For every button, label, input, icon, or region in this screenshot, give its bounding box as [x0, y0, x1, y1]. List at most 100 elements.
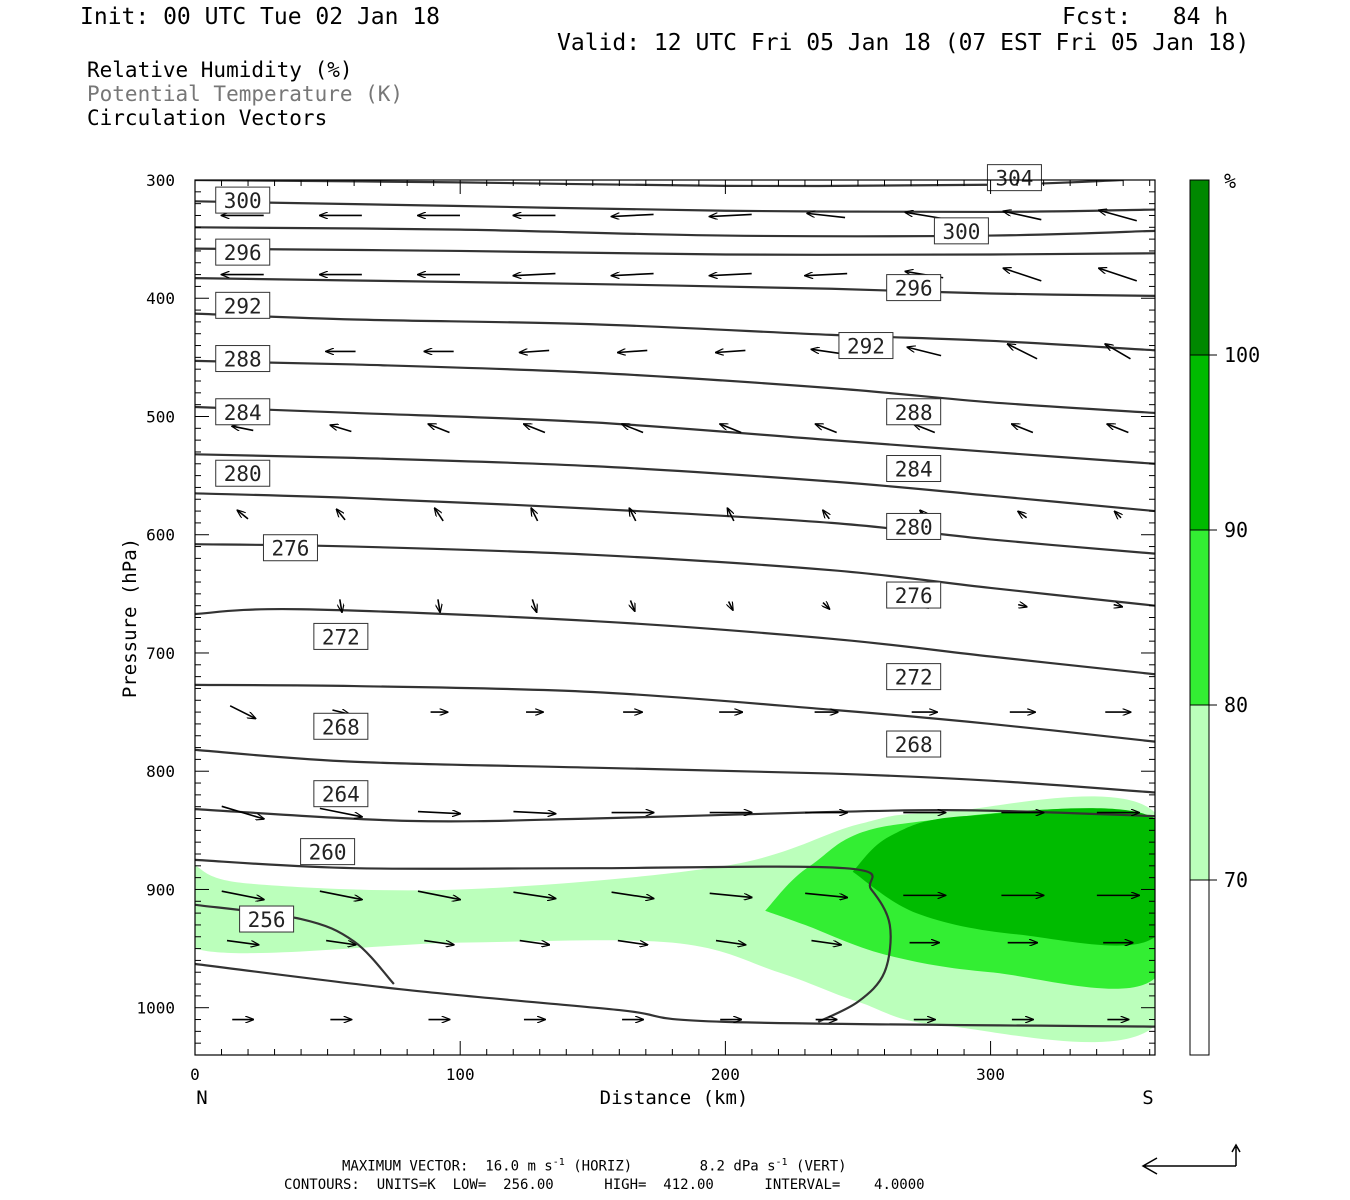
- circulation-vector: [337, 509, 346, 521]
- theta-contour-288: [195, 453, 1155, 513]
- x-tick-label: 100: [446, 1065, 475, 1084]
- y-tick-label: 1000: [136, 999, 175, 1018]
- circulation-vector: [428, 424, 450, 434]
- relative-humidity-fill: [195, 796, 1155, 1043]
- circulation-vector: [417, 812, 460, 814]
- circulation-vector: [1107, 424, 1129, 434]
- circulation-vector: [513, 274, 556, 276]
- colorbar-unit: %: [1224, 169, 1236, 193]
- contour-label-272: 272: [313, 622, 369, 650]
- circulation-vector: [340, 599, 342, 612]
- theta-contour-272: [195, 683, 1155, 743]
- svg-text:256: 256: [248, 908, 286, 932]
- horiz-unit: (HORIZ): [573, 1158, 633, 1175]
- circulation-vector: [622, 424, 644, 434]
- circulation-vector: [710, 274, 752, 276]
- colorbar-label-70: 70: [1224, 868, 1248, 892]
- svg-text:300: 300: [224, 189, 262, 213]
- svg-text:292: 292: [224, 294, 262, 318]
- circulation-vector: [520, 350, 550, 352]
- circulation-vector: [1105, 344, 1131, 360]
- theta-contour: [195, 962, 1155, 1028]
- circulation-vector: [1114, 605, 1122, 607]
- circulation-vector: [326, 939, 355, 945]
- contour-label-296: 296: [886, 274, 942, 302]
- colorbar-frame: [1189, 179, 1210, 1056]
- svg-text:268: 268: [322, 715, 360, 739]
- svg-text:276: 276: [895, 584, 933, 608]
- circulation-vector: [319, 807, 362, 816]
- legend-circulation-vectors: Circulation Vectors: [87, 106, 328, 130]
- contour-label-272: 272: [886, 663, 942, 691]
- contour-label-268: 268: [886, 730, 942, 758]
- contour-label-268: 268: [313, 712, 369, 740]
- axis-ticks: 300 400 500 600 700 800 900 1000 0 100 200 300: [136, 171, 1155, 1084]
- contour-label-264: 264: [313, 780, 369, 808]
- circulation-vector: [630, 600, 634, 611]
- circulation-vector: [612, 214, 654, 216]
- colorbar-label-90: 90: [1224, 518, 1248, 542]
- theta-contour-304: [195, 277, 1155, 297]
- theta-contour: [195, 180, 1124, 188]
- colorbar-segment-below-70: [1190, 880, 1209, 1055]
- svg-text:272: 272: [322, 625, 360, 649]
- forecast-hour: Fcst: 84 h: [1062, 4, 1229, 30]
- theta-contour: [195, 247, 1155, 256]
- vert-unit: (VERT): [796, 1158, 847, 1175]
- horiz-exponent: -1: [552, 1157, 565, 1168]
- y-tick-label: 700: [146, 644, 175, 663]
- colorbar-segment-90-100: [1190, 355, 1209, 530]
- colorbar-segment-100-plus: [1190, 180, 1209, 355]
- contour-label-276: 276: [886, 581, 942, 609]
- circulation-vector: [710, 214, 752, 216]
- colorbar: 100 90 80 70: [1189, 179, 1260, 1056]
- max-vector-label: MAXIMUM VECTOR:: [342, 1158, 469, 1175]
- theta-contour-284: [195, 492, 1155, 555]
- svg-text:288: 288: [895, 401, 933, 425]
- theta-contour-264: [195, 808, 1155, 823]
- circulation-vector: [221, 805, 264, 819]
- theta-contour-276: [195, 607, 1155, 676]
- svg-text:300: 300: [942, 220, 980, 244]
- circulation-vector: [435, 508, 444, 522]
- colorbar-label-100: 100: [1224, 343, 1260, 367]
- contour-label-256: 256: [239, 905, 295, 933]
- circulation-vector: [229, 705, 255, 719]
- circulation-vector: [807, 213, 846, 219]
- circulation-vector: [513, 812, 555, 814]
- circulation-vectors: [222, 210, 1139, 1019]
- circulation-vector: [417, 890, 460, 899]
- circulation-vector: [232, 426, 254, 430]
- contour-labels: 256 260 264 268 272 276 280 284 288 292 296 300 304 3…: [215, 164, 1042, 933]
- circulation-vector: [811, 349, 841, 355]
- y-tick-label: 600: [146, 526, 175, 545]
- circulation-vector: [618, 350, 648, 352]
- circulation-vector: [611, 891, 654, 898]
- circulation-vector: [805, 892, 847, 897]
- contour-label-292: 292: [838, 332, 894, 360]
- circulation-vector: [226, 939, 259, 945]
- circulation-vector: [532, 599, 536, 612]
- circulation-vector: [1099, 210, 1137, 222]
- circulation-vector: [524, 424, 546, 434]
- circulation-vector: [319, 890, 362, 899]
- x-axis-label: Distance (km): [600, 1087, 749, 1109]
- circulation-vector: [1004, 268, 1042, 282]
- contour-label-284: 284: [886, 455, 942, 483]
- circulation-vector: [1008, 344, 1038, 360]
- svg-text:280: 280: [224, 462, 262, 486]
- y-axis-label: Pressure (hPa): [119, 538, 141, 698]
- svg-text:296: 296: [224, 241, 262, 265]
- svg-text:284: 284: [224, 401, 262, 425]
- svg-text:304: 304: [995, 167, 1033, 191]
- rh-region-90: [852, 808, 1155, 946]
- circulation-vector: [1018, 511, 1028, 517]
- valid-time: Valid: 12 UTC Fri 05 Jan 18 (07 EST Fri …: [557, 30, 1250, 56]
- circulation-vector: [519, 939, 549, 945]
- init-time: Init: 00 UTC Tue 02 Jan 18: [80, 4, 441, 30]
- contour-label-300: 300: [215, 186, 271, 214]
- colorbar-label-80: 80: [1224, 693, 1248, 717]
- svg-text:284: 284: [895, 458, 933, 482]
- theta-contour: [195, 226, 1155, 238]
